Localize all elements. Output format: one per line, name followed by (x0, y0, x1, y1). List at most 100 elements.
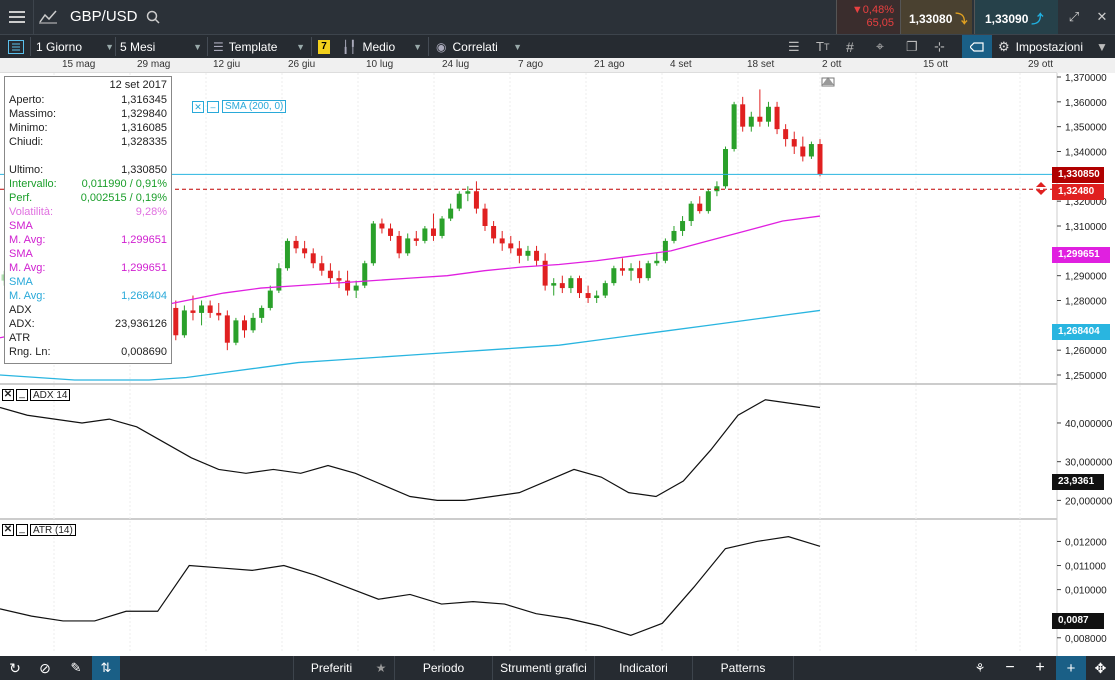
strumenti-label: Strumenti grafici (500, 661, 587, 675)
pencil-icon[interactable]: ✎ (70, 660, 82, 675)
candle-body (422, 228, 428, 241)
candle-body (310, 253, 316, 264)
line-price-tag: 1,32480 (1052, 184, 1104, 200)
atr-pane-legend[interactable]: ✕ _ ATR (14) (2, 524, 76, 536)
chart-plot-area[interactable]: 1,370000 1,360000 1,350000 1,340000 1,320000… (0, 73, 1115, 656)
cancel-icon[interactable]: ⊘ (39, 659, 51, 676)
candle-body (336, 278, 342, 281)
grid-icon[interactable]: # (846, 38, 854, 55)
axis-tick-label: 0,011000 (1065, 562, 1106, 573)
patterns-tab[interactable]: Patterns (692, 656, 794, 680)
info-label: M. Avg: (9, 262, 46, 274)
close-icon[interactable]: ✕ (1096, 9, 1108, 24)
strumenti-tab[interactable]: Strumenti grafici (492, 656, 594, 680)
menu-icon[interactable] (0, 0, 34, 34)
bid-price-button[interactable]: 1,33080 ⤵ (900, 0, 972, 34)
candle-body (534, 250, 540, 261)
tree-icon[interactable]: ⚘ (974, 661, 986, 675)
info-label: SMA (9, 248, 33, 260)
info-value: 1,329840 (121, 108, 167, 120)
info-row: Intervallo: 0,011990 / 0,91% (9, 177, 167, 191)
candle-body (680, 221, 686, 231)
chevron-down-icon: ▼ (413, 41, 422, 52)
close-icon[interactable]: ✕ (2, 524, 14, 536)
candle-body (645, 263, 651, 279)
expand-icon[interactable]: ⤢ (1068, 9, 1080, 24)
axis-tick-label: 1,360000 (1065, 98, 1107, 109)
candle-body (654, 260, 660, 264)
move-icon[interactable]: ⇅ (92, 656, 120, 680)
close-icon[interactable]: ✕ (192, 100, 204, 113)
candle-body (439, 218, 445, 236)
gear-icon: ⚙ (998, 38, 1010, 54)
minimize-icon[interactable]: – (207, 100, 219, 113)
info-row: ADX: 23,936126 (9, 317, 167, 331)
correlati-label: Correlati (452, 39, 498, 54)
candle-body (233, 320, 239, 343)
range-label: 5 Mesi (120, 39, 156, 54)
periodo-tab[interactable]: Periodo (394, 656, 492, 680)
atr-value-tag: 0,0087 (1052, 613, 1104, 629)
chevron-down-icon[interactable]: ▼ (1096, 39, 1108, 54)
eye-icon: ◉ (436, 39, 447, 54)
ask-price: 1,33090 (985, 12, 1029, 26)
date-tick: 18 set (747, 59, 775, 70)
refresh-icon[interactable]: ↻ (9, 659, 21, 676)
sma200-legend[interactable]: ✕ – SMA (200, 0) (192, 100, 287, 113)
axis-tick-label: 0,008000 (1065, 634, 1107, 645)
date-tick: 21 ago (594, 59, 625, 70)
symbol-title[interactable]: GBP/USD (70, 8, 138, 25)
info-value: 23,936126 (115, 318, 167, 330)
interval-select[interactable]: 1 Giorno ▼ (36, 35, 114, 58)
settings-label: Impostazioni (1015, 39, 1084, 54)
line-chart-icon[interactable] (34, 0, 62, 34)
last-price-tag: 1,330850 (1052, 167, 1104, 183)
atr-pane (0, 521, 1057, 651)
sma200-price-tag: 1,268404 (1052, 324, 1110, 340)
windows-icon[interactable]: ❐ (906, 38, 918, 54)
list-icon[interactable] (8, 35, 24, 58)
correlati-button[interactable]: ◉ Correlati ▼ (436, 35, 522, 58)
candle-body (224, 315, 230, 343)
change-pct: ▼0,48% (851, 4, 894, 16)
list-view-icon[interactable]: ☰ (788, 38, 800, 54)
label-icon[interactable] (962, 35, 992, 58)
template-button[interactable]: ☰ Template ▼ (213, 35, 305, 58)
candle-body (396, 235, 402, 254)
info-label: Chiudi: (9, 136, 44, 148)
chart-type-select[interactable]: ╽╿ Medio ▼ (342, 35, 422, 58)
arrows-icon[interactable]: ✥ (1094, 659, 1107, 676)
close-icon[interactable]: ✕ (2, 389, 14, 401)
info-label: ATR (9, 332, 31, 344)
zoom-in-icon[interactable]: + (1035, 659, 1045, 676)
range-select[interactable]: 5 Mesi ▼ (120, 35, 202, 58)
candle-body (559, 283, 565, 289)
candle-body (173, 307, 179, 336)
badge-count[interactable]: 7 (318, 35, 330, 58)
candle-body (619, 268, 625, 271)
info-label: SMA (9, 276, 33, 288)
minimize-icon[interactable]: _ (16, 389, 28, 401)
date-axis: 15 mag 29 mag 12 giu 26 giu 10 lug 24 lug 7 ag… (0, 58, 1057, 73)
chevron-down-icon: ▼ (513, 41, 522, 52)
crosshair-mode-icon[interactable]: + (1056, 656, 1086, 680)
preferiti-tab[interactable]: Preferiti (293, 656, 369, 680)
pin-icon[interactable]: ⊹ (934, 38, 945, 54)
zoom-out-icon[interactable]: − (1005, 659, 1015, 676)
axis-tick-label: 1,280000 (1065, 297, 1107, 308)
candle-body (499, 238, 505, 244)
settings-button[interactable]: ⚙ Impostazioni (998, 35, 1083, 58)
indicatori-tab[interactable]: Indicatori (594, 656, 692, 680)
crosshair-icon[interactable]: ⌖ (876, 38, 884, 54)
info-row: M. Avg: 1,299651 (9, 233, 167, 247)
candle-body (688, 203, 694, 222)
adx-pane-legend[interactable]: ✕ _ ADX 14 (2, 389, 71, 401)
info-label: Aperto: (9, 94, 45, 106)
info-row: M. Avg: 1,268404 (9, 289, 167, 303)
minimize-icon[interactable]: _ (16, 524, 28, 536)
periodo-label: Periodo (422, 661, 465, 675)
star-icon[interactable]: ★ (375, 661, 387, 675)
search-icon[interactable] (142, 0, 164, 34)
ask-price-button[interactable]: 1,33090 ⤴ (974, 0, 1058, 34)
